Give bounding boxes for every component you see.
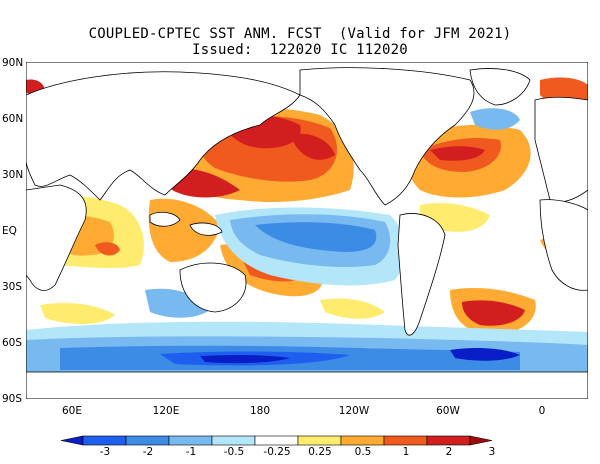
colorbar-arrow-low: [60, 435, 84, 446]
colorbar-label: 0.25: [308, 446, 332, 458]
colorbar-swatch: [340, 435, 385, 446]
lat-label: 30N: [2, 169, 24, 181]
lat-label: 60N: [2, 113, 24, 125]
map-title: COUPLED-CPTEC SST ANM. FCST (Valid for J…: [88, 26, 512, 42]
lon-label: 180: [249, 405, 271, 417]
lon-label: 120W: [338, 405, 370, 417]
colorbar-label: 0.5: [354, 446, 372, 458]
lat-label: 30S: [2, 281, 23, 293]
lon-label: 0: [538, 405, 546, 417]
lat-label: 90N: [2, 57, 24, 69]
colorbar-swatch: [254, 435, 299, 446]
colorbar-label: -0.25: [263, 446, 291, 458]
issued-subtitle: Issued: 122020 IC 112020: [192, 42, 408, 58]
colorbar-label: 2: [445, 446, 453, 458]
colorbar-label: 3: [488, 446, 496, 458]
colorbar-label: -3: [99, 446, 111, 458]
lat-label: EQ: [2, 225, 17, 237]
colorbar-label: -0.5: [223, 446, 245, 458]
colorbar-swatch: [82, 435, 127, 446]
lon-label: 60E: [62, 405, 82, 417]
colorbar-label: -1: [185, 446, 197, 458]
colorbar-swatch: [383, 435, 428, 446]
lat-label: 90S: [2, 393, 23, 405]
colorbar-swatch: [168, 435, 213, 446]
colorbar-swatch: [211, 435, 256, 446]
colorbar-swatch: [426, 435, 471, 446]
colorbar-label: 1: [402, 446, 410, 458]
lon-label: 60W: [436, 405, 460, 417]
colorbar-label: -2: [142, 446, 154, 458]
land-masses: [26, 67, 588, 399]
lat-label: 60S: [2, 337, 23, 349]
colorbar-swatch: [125, 435, 170, 446]
lon-label: 120E: [152, 405, 180, 417]
colorbar-arrow-high: [469, 435, 493, 446]
colorbar: [60, 435, 493, 446]
colorbar-swatch: [297, 435, 342, 446]
